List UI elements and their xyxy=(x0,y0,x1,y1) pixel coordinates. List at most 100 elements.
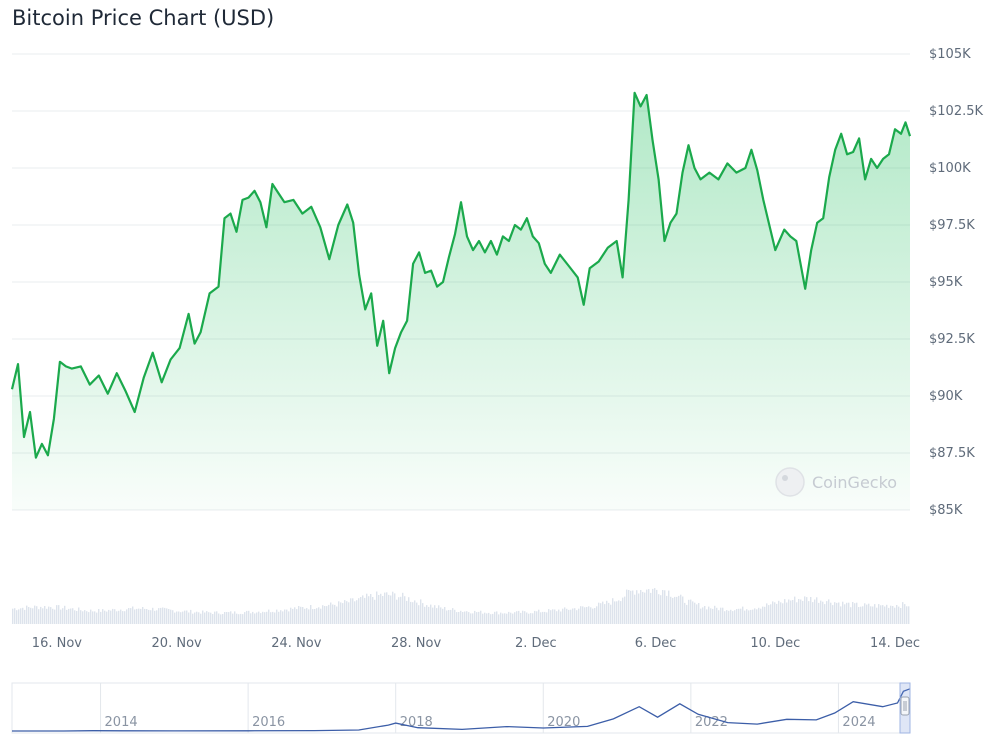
volume-bar xyxy=(170,609,172,624)
volume-bar xyxy=(276,609,278,624)
volume-bar xyxy=(196,611,198,624)
volume-bar xyxy=(38,609,40,624)
volume-bar xyxy=(186,610,188,624)
volume-bar xyxy=(670,596,672,624)
volume-bar xyxy=(898,606,900,624)
volume-bar xyxy=(124,611,126,624)
volume-bar xyxy=(182,611,184,624)
volume-bar xyxy=(152,607,154,624)
volume-bar xyxy=(900,608,902,624)
volume-bar xyxy=(232,613,234,624)
volume-bar xyxy=(444,607,446,624)
volume-bar xyxy=(392,591,394,624)
volume-bar xyxy=(598,602,600,624)
volume-bar xyxy=(664,590,666,624)
volume-bar xyxy=(382,596,384,624)
volume-bar xyxy=(76,611,78,624)
volume-bar xyxy=(84,610,86,624)
volume-bar xyxy=(286,609,288,624)
volume-bar xyxy=(26,605,28,624)
volume-bar xyxy=(754,608,756,624)
volume-bar xyxy=(656,589,658,624)
volume-bar xyxy=(330,602,332,624)
volume-bar xyxy=(278,611,280,624)
volume-bar xyxy=(408,597,410,624)
volume-bar xyxy=(744,610,746,624)
volume-bar xyxy=(464,611,466,624)
y-tick-label: $85K xyxy=(929,503,963,518)
volume-bar xyxy=(386,592,388,624)
volume-bar xyxy=(722,607,724,624)
volume-bar xyxy=(258,611,260,624)
volume-bar xyxy=(114,609,116,624)
volume-bar xyxy=(720,607,722,624)
volume-bar xyxy=(478,611,480,624)
volume-bar xyxy=(734,610,736,624)
volume-bar xyxy=(602,601,604,624)
navigator-handle[interactable] xyxy=(900,696,910,716)
price-line[interactable] xyxy=(10,91,912,459)
volume-bar xyxy=(596,606,598,624)
y-tick-label: $97.5K xyxy=(929,218,975,233)
volume-bar xyxy=(132,606,134,624)
volume-bar xyxy=(762,606,764,624)
volume-bar xyxy=(816,597,818,624)
volume-bar xyxy=(374,599,376,624)
volume-bar xyxy=(32,608,34,624)
volume-bar xyxy=(612,598,614,624)
volume-bar xyxy=(22,607,24,624)
volume-bar xyxy=(338,601,340,624)
volume-bar xyxy=(700,608,702,624)
navigator-year-label: 2022 xyxy=(695,715,728,730)
volume-bar xyxy=(164,607,166,624)
volume-bar xyxy=(68,608,70,624)
volume-bar xyxy=(658,594,660,624)
x-tick-label: 14. Dec xyxy=(870,636,920,651)
volume-bar xyxy=(428,606,430,624)
volume-bar xyxy=(748,610,750,624)
volume-bar xyxy=(24,609,26,624)
volume-bar xyxy=(484,612,486,624)
volume-bar xyxy=(660,595,662,624)
volume-bar xyxy=(560,611,562,624)
volume-bar xyxy=(530,613,532,624)
volume-bar xyxy=(706,609,708,624)
volume-bar xyxy=(528,613,530,624)
volume-bar xyxy=(732,611,734,624)
volume-bar xyxy=(826,601,828,624)
volume-bar xyxy=(892,606,894,624)
volume-bar xyxy=(834,602,836,624)
volume-bar xyxy=(594,608,596,624)
volume-bar xyxy=(154,610,156,624)
y-tick-label: $100K xyxy=(929,161,971,176)
volume-bar xyxy=(358,598,360,624)
volume-bar xyxy=(280,610,282,624)
volume-bar xyxy=(416,602,418,624)
volume-bar xyxy=(370,594,372,624)
x-tick-label: 16. Nov xyxy=(32,636,82,651)
volume-bar xyxy=(838,602,840,624)
volume-bar xyxy=(746,609,748,624)
volume-bar xyxy=(492,613,494,624)
volume-bar xyxy=(768,605,770,624)
volume-bar xyxy=(128,608,130,624)
volume-bar xyxy=(34,605,36,624)
volume-bar xyxy=(894,607,896,624)
volume-bar xyxy=(540,612,542,624)
volume-bar xyxy=(618,600,620,624)
x-tick-label: 10. Dec xyxy=(750,636,800,651)
volume-bar xyxy=(344,600,346,624)
navigator-year-label: 2016 xyxy=(252,715,285,730)
volume-bar xyxy=(672,597,674,624)
volume-bar xyxy=(578,608,580,624)
volume-bar xyxy=(204,612,206,624)
volume-bar xyxy=(554,609,556,624)
volume-bar xyxy=(548,609,550,624)
range-navigator[interactable]: 2014 2016 2018 2020 2022 2024 xyxy=(11,682,911,734)
volume-bar xyxy=(648,589,650,624)
volume-bar xyxy=(92,611,94,624)
volume-bar xyxy=(662,590,664,624)
volume-bar xyxy=(854,603,856,624)
volume-bar xyxy=(508,611,510,624)
